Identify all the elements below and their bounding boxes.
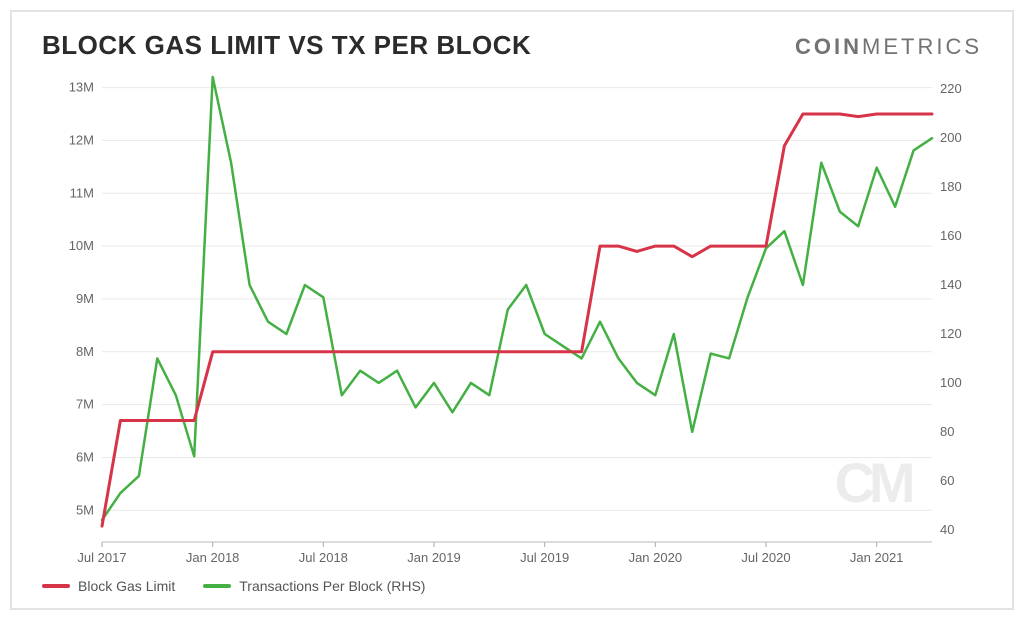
svg-text:180: 180 bbox=[940, 179, 962, 194]
svg-text:Jan 2018: Jan 2018 bbox=[186, 550, 240, 565]
svg-text:140: 140 bbox=[940, 277, 962, 292]
svg-text:Jan 2021: Jan 2021 bbox=[850, 550, 904, 565]
svg-text:CM: CM bbox=[834, 451, 911, 514]
chart-title: BLOCK GAS LIMIT VS TX PER BLOCK bbox=[42, 30, 531, 61]
svg-text:120: 120 bbox=[940, 326, 962, 341]
svg-text:Jan 2020: Jan 2020 bbox=[629, 550, 683, 565]
svg-text:5M: 5M bbox=[76, 502, 94, 517]
svg-text:80: 80 bbox=[940, 424, 954, 439]
brand-thin: METRICS bbox=[862, 34, 982, 59]
svg-text:160: 160 bbox=[940, 228, 962, 243]
legend-label-gas-limit: Block Gas Limit bbox=[78, 578, 175, 594]
brand-logo: COINMETRICS bbox=[795, 34, 982, 60]
header: BLOCK GAS LIMIT VS TX PER BLOCK COINMETR… bbox=[42, 30, 982, 61]
svg-text:Jul 2019: Jul 2019 bbox=[520, 550, 569, 565]
chart-frame: BLOCK GAS LIMIT VS TX PER BLOCK COINMETR… bbox=[10, 10, 1014, 610]
svg-text:100: 100 bbox=[940, 375, 962, 390]
svg-text:11M: 11M bbox=[70, 185, 94, 200]
svg-text:12M: 12M bbox=[69, 132, 94, 147]
svg-text:13M: 13M bbox=[69, 80, 94, 95]
legend-swatch-tx-per-block bbox=[203, 584, 231, 588]
svg-text:Jul 2018: Jul 2018 bbox=[299, 550, 348, 565]
svg-text:7M: 7M bbox=[76, 397, 94, 412]
legend-label-tx-per-block: Transactions Per Block (RHS) bbox=[239, 578, 425, 594]
svg-text:40: 40 bbox=[940, 522, 954, 537]
legend-item-gas-limit: Block Gas Limit bbox=[42, 578, 175, 594]
svg-text:200: 200 bbox=[940, 130, 962, 145]
svg-text:9M: 9M bbox=[76, 291, 94, 306]
legend-swatch-gas-limit bbox=[42, 584, 70, 588]
svg-text:Jul 2020: Jul 2020 bbox=[741, 550, 790, 565]
legend-item-tx-per-block: Transactions Per Block (RHS) bbox=[203, 578, 425, 594]
svg-text:10M: 10M bbox=[69, 238, 94, 253]
svg-text:6M: 6M bbox=[76, 449, 94, 464]
chart-area: 5M 6M 7M 8M 9M 10M 11M 12M 13M 40 60 80 100 120 140 160… bbox=[42, 67, 982, 572]
legend: Block Gas Limit Transactions Per Block (… bbox=[42, 578, 982, 594]
brand-bold: COIN bbox=[795, 34, 862, 59]
svg-text:Jul 2017: Jul 2017 bbox=[77, 550, 126, 565]
svg-text:60: 60 bbox=[940, 473, 954, 488]
svg-text:220: 220 bbox=[940, 81, 962, 96]
svg-text:Jan 2019: Jan 2019 bbox=[407, 550, 461, 565]
line-chart-svg: 5M 6M 7M 8M 9M 10M 11M 12M 13M 40 60 80 100 120 140 160… bbox=[42, 67, 982, 572]
svg-text:8M: 8M bbox=[76, 344, 94, 359]
